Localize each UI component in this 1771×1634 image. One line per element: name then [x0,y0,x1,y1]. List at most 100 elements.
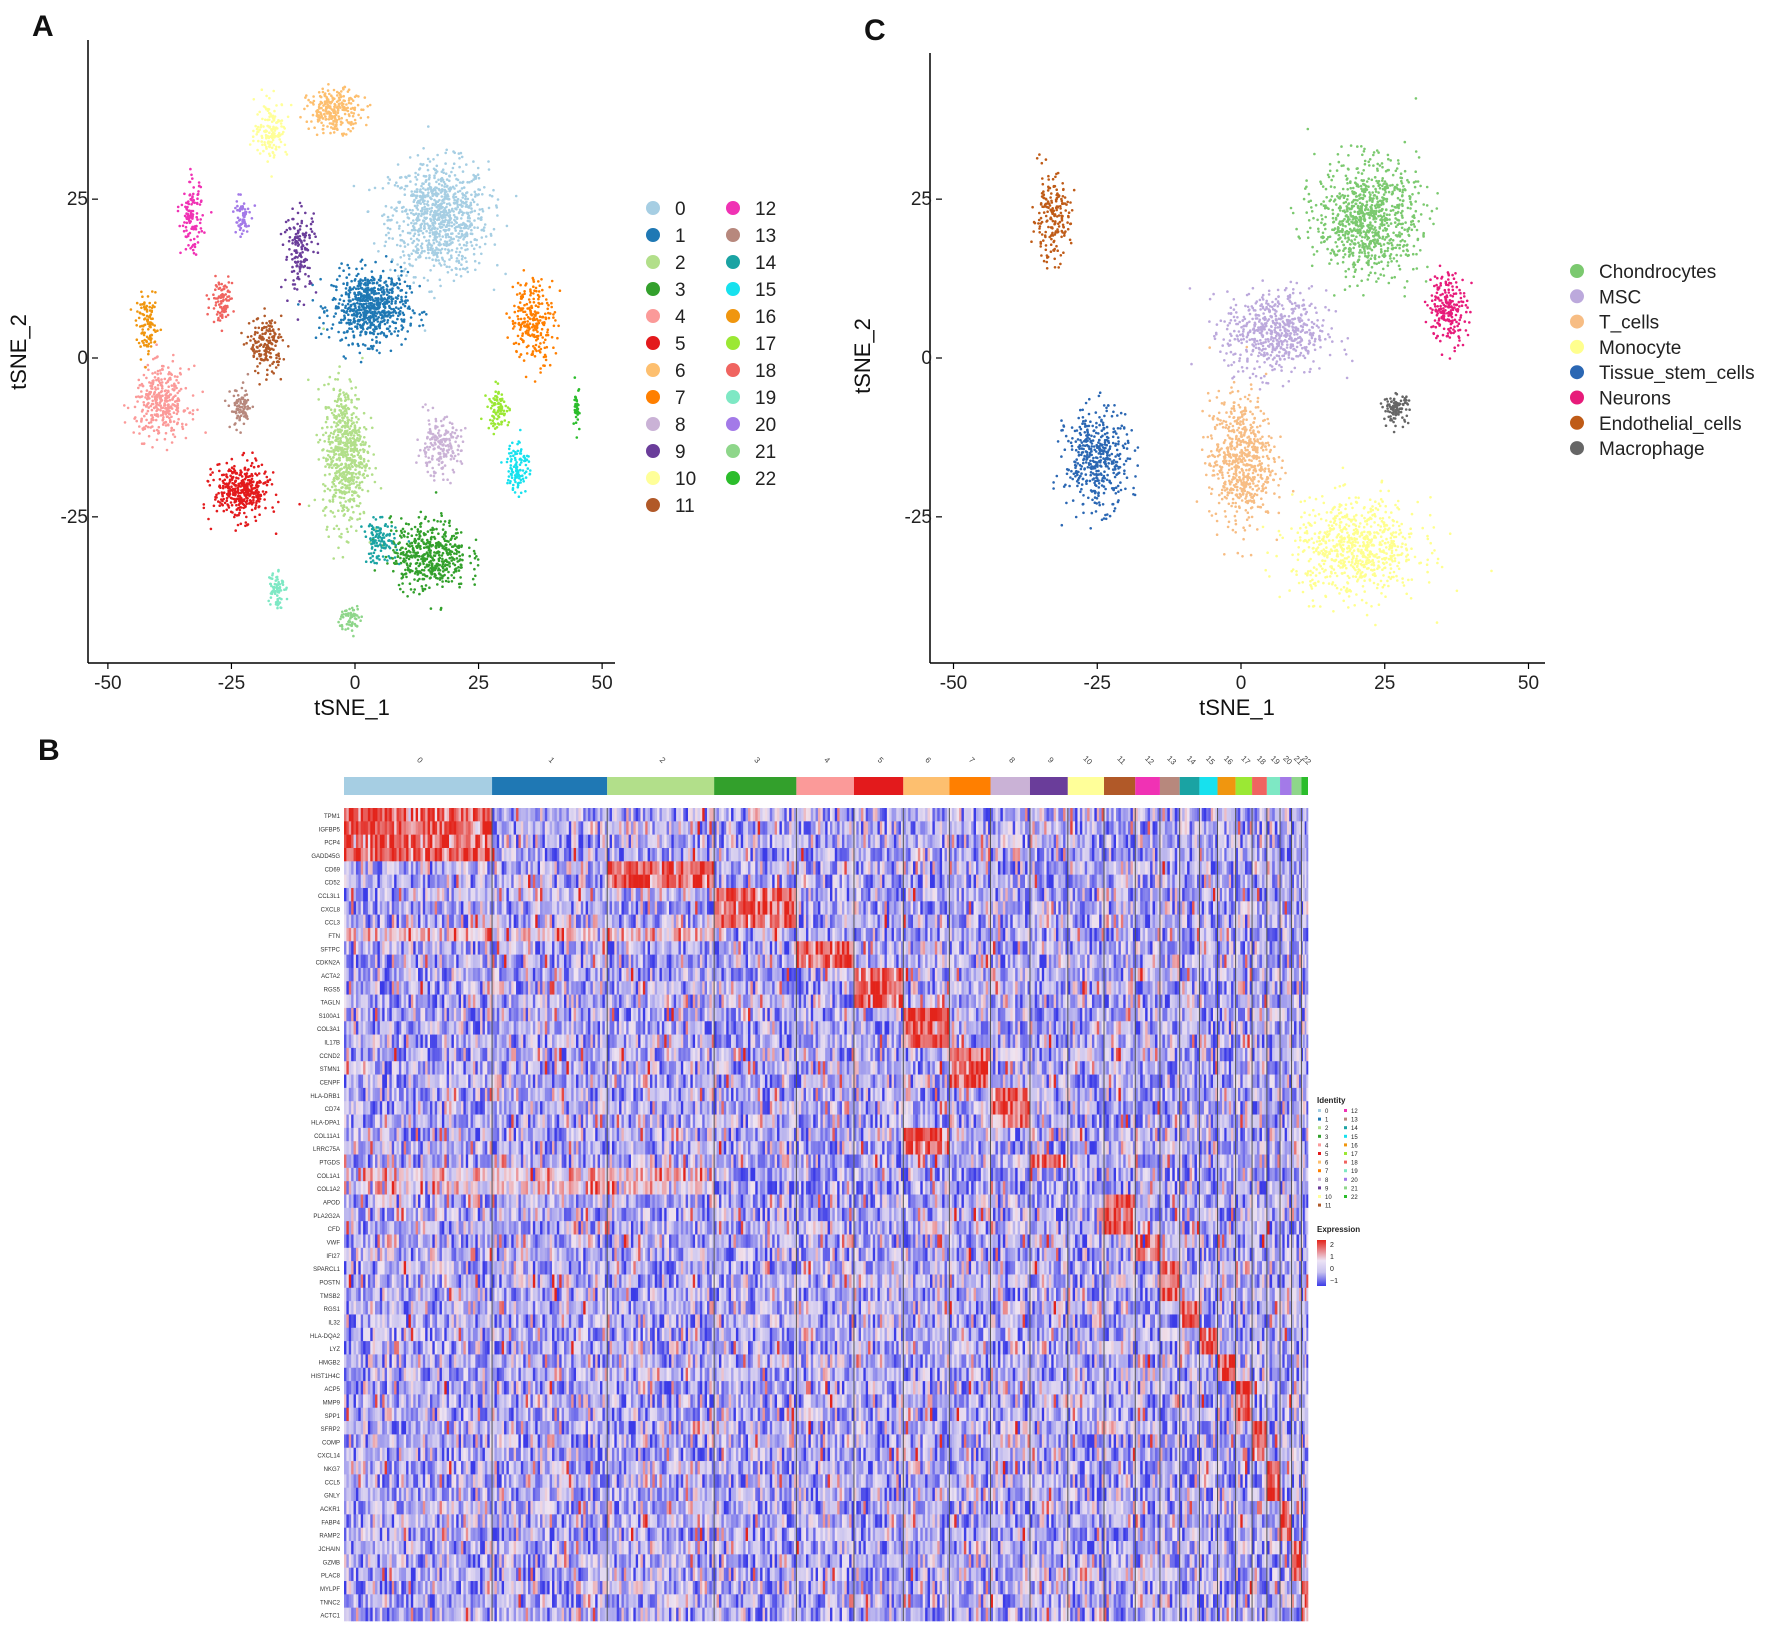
point [350,328,353,331]
point [359,331,362,334]
point [425,212,428,215]
point [409,156,412,159]
point [368,189,371,192]
point [318,327,321,330]
point [438,183,441,186]
point [467,271,470,274]
point [391,237,394,240]
point [439,285,442,288]
point [448,258,451,261]
point [312,299,315,302]
point [424,181,427,184]
point [397,185,400,188]
point [385,234,388,237]
point [374,307,377,310]
point [448,198,451,201]
point [360,361,363,364]
point [464,257,467,260]
point [376,297,379,300]
point [346,330,349,333]
point [318,316,321,319]
point [411,209,414,212]
point [454,174,457,177]
point [420,226,423,229]
point [465,204,468,207]
point [382,187,385,190]
point [368,348,371,351]
point [445,210,448,213]
point [383,223,386,226]
point [412,309,415,312]
point [449,218,452,221]
point [423,227,426,230]
point [471,233,474,236]
point [480,218,483,221]
point [387,216,390,219]
point [421,247,424,250]
point [410,212,413,215]
point [469,211,472,214]
point [434,189,437,192]
point [390,206,393,209]
point [425,257,428,260]
point [364,264,367,267]
point [348,294,351,297]
point [341,303,344,306]
point [374,311,377,314]
point [455,268,458,271]
point [410,238,413,241]
point [442,168,445,171]
point [409,180,412,183]
point [439,207,442,210]
point [464,198,467,201]
point [359,334,362,337]
point [424,189,427,192]
point [456,200,459,203]
point [458,243,461,246]
point [356,313,359,316]
point [407,216,410,219]
point [460,152,463,155]
point [407,254,410,257]
point [453,214,456,217]
point [444,216,447,219]
point [394,184,397,187]
point [441,184,444,187]
point [324,306,327,309]
point [429,235,432,238]
point [344,305,347,308]
point [409,209,412,212]
point [352,298,355,301]
point [386,321,389,324]
point [335,289,338,292]
point [399,201,402,204]
point [379,279,382,282]
point [464,249,467,252]
point [403,262,406,265]
point [385,255,388,258]
point [412,281,415,284]
point [506,225,509,228]
point [383,292,386,295]
point [431,207,434,210]
point [452,196,455,199]
point [428,232,431,235]
point [438,199,441,202]
point [455,196,458,199]
point [416,188,419,191]
point [447,248,450,251]
point [488,207,491,210]
point [455,251,458,254]
point [465,244,468,247]
point [434,210,437,213]
point [343,300,346,303]
point [414,176,417,179]
point [428,174,431,177]
point [360,314,363,317]
point [440,202,443,205]
point [474,269,477,272]
point [443,198,446,201]
point [423,200,426,203]
point [404,281,407,284]
point [467,217,470,220]
